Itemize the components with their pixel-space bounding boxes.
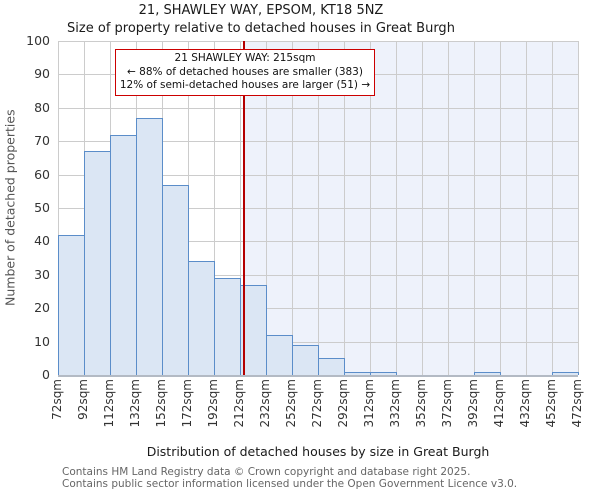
x-tick-label: 372sqm — [440, 379, 454, 428]
gridline-vertical — [526, 41, 527, 375]
annotation-property: 21 SHAWLEY WAY: 215sqm — [174, 52, 316, 64]
x-tick-label: 292sqm — [336, 379, 350, 428]
y-tick-label: 100 — [26, 33, 50, 48]
gridline-vertical — [58, 41, 59, 375]
y-tick-label: 30 — [34, 266, 50, 282]
x-tick-label: 432sqm — [518, 379, 532, 428]
x-tick-label: 352sqm — [414, 379, 428, 428]
x-tick-label: 92sqm — [76, 379, 90, 420]
x-axis-label: Distribution of detached houses by size … — [146, 444, 490, 459]
histogram-bar — [214, 278, 241, 375]
y-tick-label: 80 — [34, 99, 50, 115]
histogram-bar — [552, 372, 579, 375]
gridline-vertical — [578, 41, 579, 375]
annotation-smaller: ← 88% of detached houses are smaller (38… — [127, 65, 363, 78]
gridline-vertical — [344, 41, 345, 375]
annotation-larger: 12% of semi-detached houses are larger (… — [119, 79, 371, 91]
footer: Contains HM Land Registry data © Crown c… — [62, 466, 518, 490]
gridline-vertical — [240, 41, 241, 375]
x-tick-label: 192sqm — [206, 379, 220, 428]
gridline-vertical — [292, 41, 293, 375]
x-tick-label: 392sqm — [466, 379, 480, 428]
gridline-vertical — [552, 41, 553, 375]
x-tick-label: 172sqm — [180, 379, 194, 428]
gridline-vertical — [370, 41, 371, 375]
histogram-bar — [136, 118, 163, 375]
x-tick-label: 212sqm — [232, 379, 246, 428]
footer-line-2: Contains public sector information licen… — [62, 477, 518, 490]
chart-title: 21, SHAWLEY WAY, EPSOM, KT18 5NZ — [138, 3, 384, 18]
x-tick-label: 272sqm — [310, 379, 324, 428]
x-tick-label: 232sqm — [258, 379, 272, 428]
y-tick-label: 20 — [34, 300, 50, 316]
histogram-bar — [370, 372, 397, 375]
histogram-bar — [474, 372, 501, 375]
gridline-vertical — [448, 41, 449, 375]
histogram-bar — [292, 345, 319, 375]
x-tick-label: 332sqm — [388, 379, 402, 428]
footer-line-1: Contains HM Land Registry data © Crown c… — [62, 466, 471, 478]
x-tick-label: 152sqm — [154, 379, 168, 428]
histogram-bar — [266, 335, 293, 375]
y-tick-label: 90 — [34, 66, 50, 82]
histogram-bar — [84, 151, 111, 375]
histogram-bar — [344, 372, 371, 375]
chart-subtitle: Size of property relative to detached ho… — [67, 21, 455, 36]
y-tick-label: 50 — [34, 200, 50, 215]
histogram-bar — [318, 358, 345, 375]
x-tick-label: 72sqm — [50, 379, 64, 420]
x-tick-label: 412sqm — [492, 379, 506, 428]
gridline-vertical — [214, 41, 215, 375]
histogram-bar — [162, 185, 189, 375]
x-tick-label: 252sqm — [284, 379, 298, 428]
gridline-vertical — [266, 41, 267, 375]
x-tick-label: 472sqm — [570, 379, 584, 428]
annotation-box: 21 SHAWLEY WAY: 215sqm ← 88% of detached… — [115, 49, 375, 96]
x-tick-label: 132sqm — [128, 379, 142, 428]
y-tick-label: 10 — [34, 333, 50, 349]
gridline-vertical — [500, 41, 501, 375]
gridline-vertical — [474, 41, 475, 375]
histogram-bar — [58, 235, 85, 375]
gridline-vertical — [396, 41, 397, 375]
y-tick-label: 70 — [34, 133, 50, 149]
x-tick-label: 312sqm — [362, 379, 376, 428]
histogram-bar — [110, 135, 137, 375]
gridline-vertical — [422, 41, 423, 375]
x-tick-label: 452sqm — [544, 379, 558, 428]
histogram-bar — [188, 261, 215, 375]
gridline-vertical — [318, 41, 319, 375]
property-marker-line — [242, 41, 245, 375]
y-tick-label: 60 — [34, 166, 50, 182]
plot-area: 21 SHAWLEY WAY: 215sqm ← 88% of detached… — [58, 41, 579, 377]
y-tick-label: 40 — [34, 233, 50, 249]
x-tick-label: 112sqm — [102, 379, 116, 428]
y-tick-label: 0 — [42, 367, 50, 382]
